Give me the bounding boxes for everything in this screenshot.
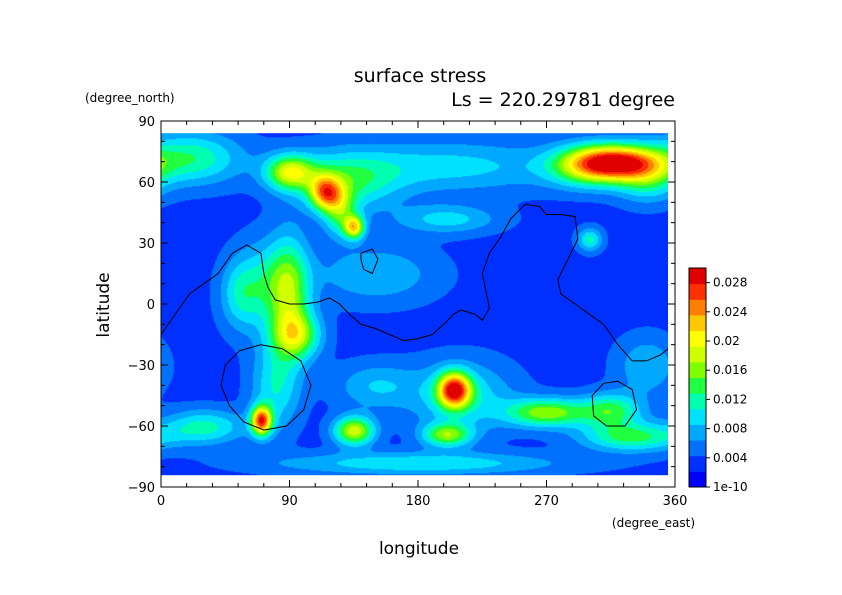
colorbar-swatch (689, 377, 706, 394)
topography-contour-3 (220, 344, 312, 431)
x-tick-label: 360 (663, 494, 688, 509)
x-tick-label: 270 (534, 494, 559, 509)
colorbar-label: 0.008 (713, 422, 747, 436)
colorbar-swatch (689, 283, 706, 300)
colorbar-label: 0.016 (713, 363, 747, 377)
y-tick-label: 0 (147, 298, 155, 313)
y-tick-label: 30 (138, 237, 155, 252)
topography-contour-1 (160, 203, 669, 362)
colorbar: 0.028 0.024 0.02 0.016 0.012 0.008 0.004 1e-10 (688, 267, 748, 494)
colorbar-swatch (689, 471, 706, 488)
x-tick-label: 90 (281, 494, 298, 509)
colorbar-swatch (689, 440, 706, 457)
x-tick-label: 180 (406, 494, 431, 509)
contour-layer (160, 203, 669, 431)
chart-title: surface stress (354, 65, 487, 87)
colorbar-label: 0.012 (713, 392, 747, 406)
y-axis-unit: (degree_north) (85, 91, 175, 105)
colorbar-label: 0.02 (713, 334, 740, 348)
colorbar-swatch (689, 346, 706, 363)
y-tick-label: −60 (128, 420, 155, 435)
y-axis-label: latitude (94, 272, 114, 337)
x-axis-ticks: 0 90 180 270 360 (157, 121, 688, 509)
colorbar-swatch (689, 314, 706, 332)
colorbar-swatch (689, 268, 706, 285)
topography-contour-4 (591, 380, 638, 427)
y-tick-label: −90 (128, 481, 155, 496)
topography-contour-2 (360, 248, 379, 275)
colorbar-frame (688, 267, 707, 488)
colorbar-label: 0.004 (713, 451, 747, 465)
x-axis-unit: (degree_east) (612, 516, 695, 530)
colorbar-label: 1e-10 (713, 480, 748, 494)
x-axis-label: longitude (379, 539, 459, 559)
colorbar-label: 0.028 (713, 276, 747, 290)
colorbar-swatch (689, 393, 706, 410)
colorbar-swatch (689, 330, 706, 347)
plot-area (160, 120, 676, 488)
colorbar-label: 0.024 (713, 305, 747, 319)
colorbar-swatch (689, 299, 706, 316)
x-tick-label: 0 (157, 494, 165, 509)
chart-subtitle: Ls = 220.29781 degree (451, 89, 675, 111)
colorbar-swatch (689, 408, 706, 425)
y-tick-label: −30 (128, 359, 155, 374)
colorbar-swatch (689, 455, 706, 472)
colorbar-swatch (689, 361, 706, 378)
y-axis-ticks: 90 60 30 0 −30 −60 −90 (128, 115, 675, 496)
surface-stress-heatmap (161, 133, 668, 476)
y-tick-label: 90 (138, 115, 155, 130)
colorbar-swatch (689, 424, 706, 441)
y-tick-label: 60 (138, 176, 155, 191)
